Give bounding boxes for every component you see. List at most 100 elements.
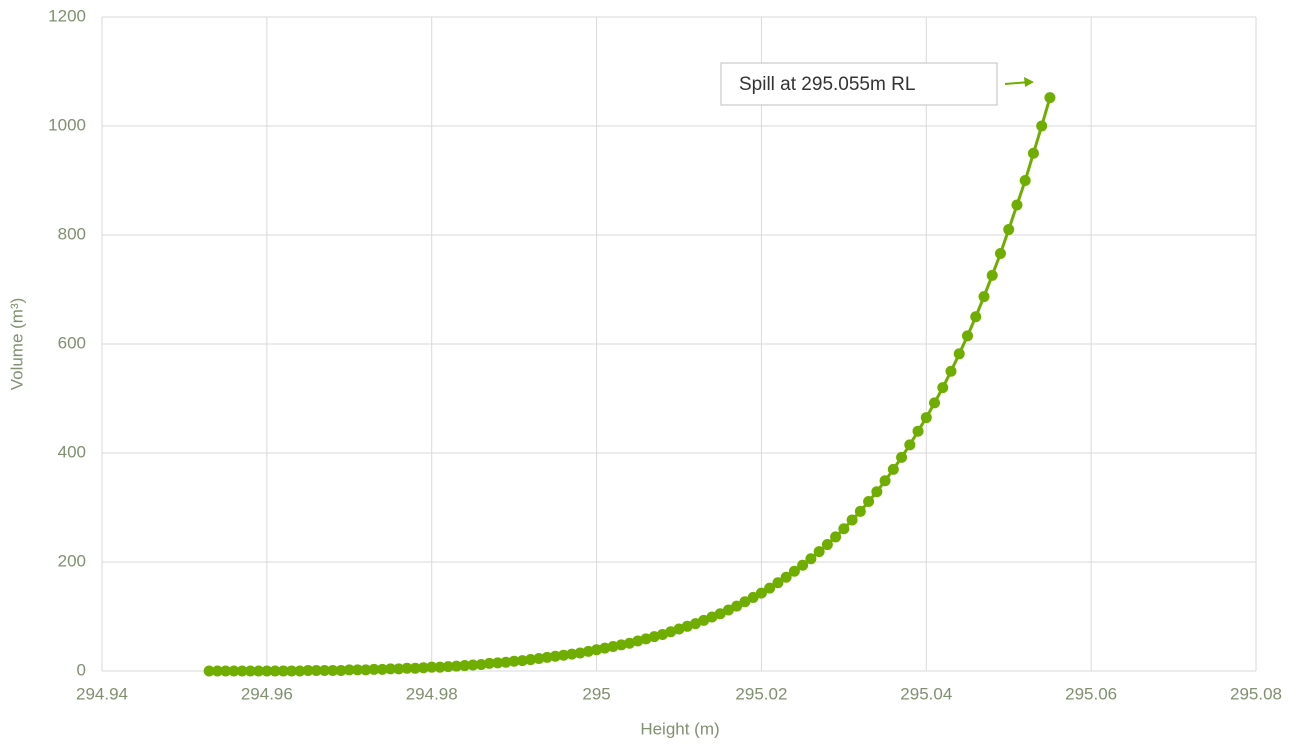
data-point xyxy=(500,656,512,668)
data-point xyxy=(813,546,825,558)
data-point xyxy=(731,600,743,612)
data-point xyxy=(352,664,364,676)
data-point xyxy=(788,565,800,577)
data-point xyxy=(319,664,331,676)
data-point xyxy=(871,486,883,498)
data-point xyxy=(475,658,487,670)
data-point xyxy=(1019,175,1031,186)
y-tick-label: 600 xyxy=(58,333,86,352)
data-point xyxy=(747,591,759,603)
data-line xyxy=(209,97,1052,673)
data-point xyxy=(591,644,603,656)
data-point xyxy=(483,657,495,669)
data-point xyxy=(310,664,322,676)
x-tick-label: 295 xyxy=(582,684,610,703)
data-point xyxy=(516,655,528,667)
data-point xyxy=(648,631,660,643)
data-point xyxy=(986,269,998,281)
data-point xyxy=(854,505,866,517)
annotation: Spill at 295.055m RL xyxy=(739,74,915,95)
data-point xyxy=(582,645,594,657)
data-point xyxy=(558,649,570,661)
data-point xyxy=(533,652,545,664)
data-point xyxy=(211,665,223,677)
data-point xyxy=(393,663,405,675)
data-point xyxy=(549,650,561,662)
data-point xyxy=(1003,224,1015,236)
data-point xyxy=(566,648,578,660)
data-point xyxy=(722,604,734,616)
data-point xyxy=(615,639,627,651)
data-point xyxy=(294,665,306,677)
data-point xyxy=(755,587,767,599)
data-point xyxy=(376,663,388,675)
y-tick-label: 1200 xyxy=(48,6,86,25)
data-point xyxy=(805,553,817,565)
data-point xyxy=(920,412,932,424)
data-point xyxy=(887,463,899,475)
y-tick-label: 0 xyxy=(77,660,86,679)
data-point xyxy=(492,657,504,669)
data-point xyxy=(385,663,396,675)
data-point xyxy=(343,664,355,676)
data-point xyxy=(286,665,298,677)
x-tick-label: 294.94 xyxy=(76,684,128,703)
data-point xyxy=(797,559,809,571)
data-point xyxy=(541,651,553,663)
data-point xyxy=(228,665,240,677)
data-point xyxy=(994,248,1006,260)
data-point xyxy=(945,365,957,377)
data-point xyxy=(607,640,619,652)
y-axis-label: Volume (m³) xyxy=(7,298,26,391)
data-point xyxy=(360,664,372,676)
data-point xyxy=(450,660,462,672)
data-point xyxy=(459,660,471,672)
data-point xyxy=(261,665,273,677)
data-point xyxy=(434,661,446,673)
data-point xyxy=(244,665,256,677)
data-point xyxy=(929,397,941,409)
x-tick-label: 294.96 xyxy=(241,684,293,703)
data-point xyxy=(698,614,710,626)
data-point xyxy=(953,348,965,360)
data-point xyxy=(838,523,850,535)
data-point xyxy=(253,665,265,677)
data-point xyxy=(574,647,586,659)
annotation-box xyxy=(720,62,998,106)
x-tick-label: 294.98 xyxy=(406,684,458,703)
data-point xyxy=(269,665,281,677)
data-point xyxy=(739,596,751,608)
data-point xyxy=(302,664,314,676)
x-tick-label: 295.04 xyxy=(900,684,952,703)
data-point xyxy=(624,637,636,649)
data-point xyxy=(764,582,776,594)
data-point xyxy=(277,665,289,677)
y-tick-label: 400 xyxy=(58,442,86,461)
x-tick-label: 295.08 xyxy=(1230,684,1282,703)
data-point xyxy=(1036,120,1048,132)
data-point xyxy=(896,451,908,463)
data-point xyxy=(714,608,726,620)
data-point xyxy=(689,618,701,630)
data-point xyxy=(1027,147,1039,159)
data-point xyxy=(978,291,990,303)
x-tick-label: 295.02 xyxy=(735,684,787,703)
y-tick-label: 1000 xyxy=(48,115,86,134)
data-point xyxy=(401,662,413,674)
data-point xyxy=(962,330,973,342)
data-point xyxy=(220,665,232,677)
data-point xyxy=(904,439,916,451)
y-tick-label: 800 xyxy=(58,224,86,243)
data-point xyxy=(863,496,875,508)
data-point xyxy=(368,663,380,675)
annotation-arrowhead xyxy=(1024,77,1034,87)
data-point xyxy=(706,611,718,623)
data-point xyxy=(879,475,891,487)
data-point xyxy=(508,655,520,667)
data-point xyxy=(525,654,537,666)
data-point xyxy=(599,642,611,654)
x-tick-label: 295.06 xyxy=(1065,684,1117,703)
data-point xyxy=(442,661,454,673)
data-point xyxy=(937,382,949,394)
